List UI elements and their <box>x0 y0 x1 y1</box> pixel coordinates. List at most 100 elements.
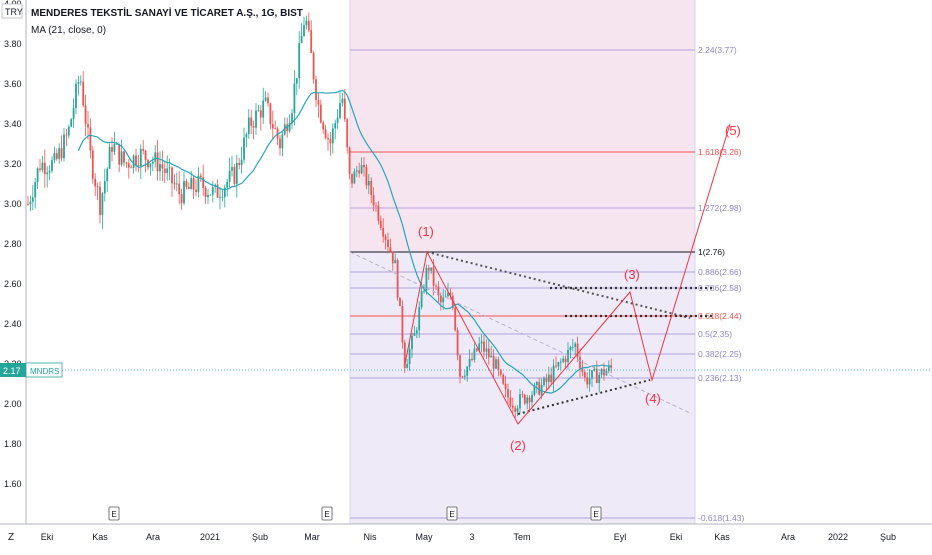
candle-body-215 <box>543 377 545 386</box>
candle-body-110 <box>291 113 293 124</box>
candle-body-185 <box>471 358 473 360</box>
indicator-label[interactable]: MA (21, close, 0) <box>31 25 106 36</box>
candle-body-180 <box>459 355 461 377</box>
y-tick-label-6: 2.80 <box>4 239 22 249</box>
wave-label-5: (5) <box>725 123 741 138</box>
candle-body-81 <box>221 197 224 198</box>
candle-body-235 <box>591 370 593 379</box>
candle-body-208 <box>526 397 529 404</box>
candle-body-239 <box>600 369 603 375</box>
candle-body-188 <box>478 343 481 351</box>
candle-body-191 <box>485 348 488 352</box>
candle-body-217 <box>547 374 550 382</box>
candle-body-89 <box>240 159 243 166</box>
candle-body-35 <box>111 147 113 152</box>
candle-body-88 <box>238 162 241 166</box>
y-tick-label-7: 3.00 <box>4 199 22 209</box>
candle-body-230 <box>579 356 581 369</box>
y-axis[interactable]: 1.601.802.002.202.402.602.803.003.203.40… <box>4 0 22 489</box>
candle-body-52 <box>151 161 154 164</box>
candle-body-150 <box>387 239 389 248</box>
candle-body-126 <box>329 139 332 144</box>
chart-title[interactable]: MENDERES TEKSTİL SANAYİ VE TİCARET A.Ş.,… <box>31 6 303 19</box>
candle-body-209 <box>528 397 531 403</box>
symbol-label: MNDRS <box>30 367 59 376</box>
candle-body-26 <box>89 127 92 151</box>
trendlines-layer <box>62 251 932 415</box>
candle-body-238 <box>598 374 601 384</box>
candle-body-132 <box>343 98 346 120</box>
candle-body-193 <box>490 355 493 358</box>
candle-body-46 <box>137 165 140 167</box>
candle-body-57 <box>163 168 166 174</box>
candle-body-205 <box>519 394 521 409</box>
candle-body-131 <box>341 98 344 104</box>
candle-body-8 <box>46 172 49 175</box>
candle-body-105 <box>279 138 281 149</box>
candle-body-223 <box>562 358 565 362</box>
candle-body-139 <box>360 165 363 174</box>
candle-body-25 <box>87 123 89 128</box>
candle-body-169 <box>432 267 435 286</box>
candle-body-92 <box>247 117 250 135</box>
candle-body-12 <box>55 153 58 159</box>
x-tick-label-6: Nis <box>364 532 377 542</box>
candle-body-121 <box>317 100 320 105</box>
candle-body-166 <box>425 267 428 291</box>
candle-body-116 <box>305 20 308 26</box>
wave-label-4: (4) <box>645 391 661 406</box>
candle-body-220 <box>555 365 557 367</box>
candle-body-109 <box>288 123 291 132</box>
candle-body-225 <box>567 349 569 363</box>
candle-body-133 <box>346 119 349 148</box>
candle-body-152 <box>391 251 394 264</box>
candle-body-147 <box>379 220 382 228</box>
candle-body-140 <box>363 165 365 168</box>
candle-body-24 <box>84 105 87 124</box>
candle-body-71 <box>197 175 200 192</box>
scale-mode-button[interactable]: Z <box>8 532 14 543</box>
candle-body-186 <box>473 348 476 360</box>
candle-body-128 <box>334 123 337 129</box>
wave-label-2: (2) <box>510 438 526 453</box>
candle-body-165 <box>423 290 425 292</box>
candle-body-171 <box>437 286 440 296</box>
candle-body-72 <box>199 175 202 178</box>
candle-body-219 <box>552 365 555 383</box>
candle-body-203 <box>514 407 517 412</box>
y-tick-label-4: 2.40 <box>4 319 22 329</box>
x-tick-label-7: May <box>415 532 433 542</box>
candle-body-62 <box>175 183 178 185</box>
candle-body-141 <box>365 167 368 186</box>
x-tick-label-3: 2021 <box>200 532 220 542</box>
candle-body-16 <box>65 134 68 136</box>
x-tick-label-4: Şub <box>252 532 268 542</box>
candle-body-125 <box>327 138 329 140</box>
candle-body-83 <box>226 181 229 188</box>
candle-body-145 <box>375 205 377 207</box>
fibonacci-layer: 2.24(3.77) 1.618(3.26) 1.272(2.98) 1(2.76) 0… <box>350 45 744 523</box>
candle-body-162 <box>415 330 418 334</box>
moving-average-layer <box>77 89 612 394</box>
wave-label-1: (1) <box>418 224 434 239</box>
candle-body-218 <box>550 374 553 383</box>
candle-body-164 <box>420 290 423 308</box>
candle-body-0 <box>27 204 29 205</box>
candle-body-233 <box>586 377 589 385</box>
candle-body-197 <box>499 369 502 375</box>
candle-body-187 <box>475 348 478 351</box>
candle-body-228 <box>574 343 577 347</box>
earnings-marker-label-3: E <box>593 510 598 519</box>
candle-body-41 <box>125 162 128 164</box>
candle-body-84 <box>228 170 231 182</box>
candle-body-19 <box>72 107 75 120</box>
candle-body-63 <box>178 183 181 195</box>
candle-body-80 <box>219 197 221 199</box>
x-axis[interactable]: Eki Kas Ara 2021 Şub Mar Nis May 3 Tem Eyl Eki Kas Ar… <box>41 532 896 542</box>
candle-body-181 <box>461 376 464 378</box>
candle-body-64 <box>180 194 183 204</box>
candle-body-144 <box>372 195 375 206</box>
candle-body-95 <box>255 110 257 128</box>
candle-body-48 <box>142 149 145 151</box>
